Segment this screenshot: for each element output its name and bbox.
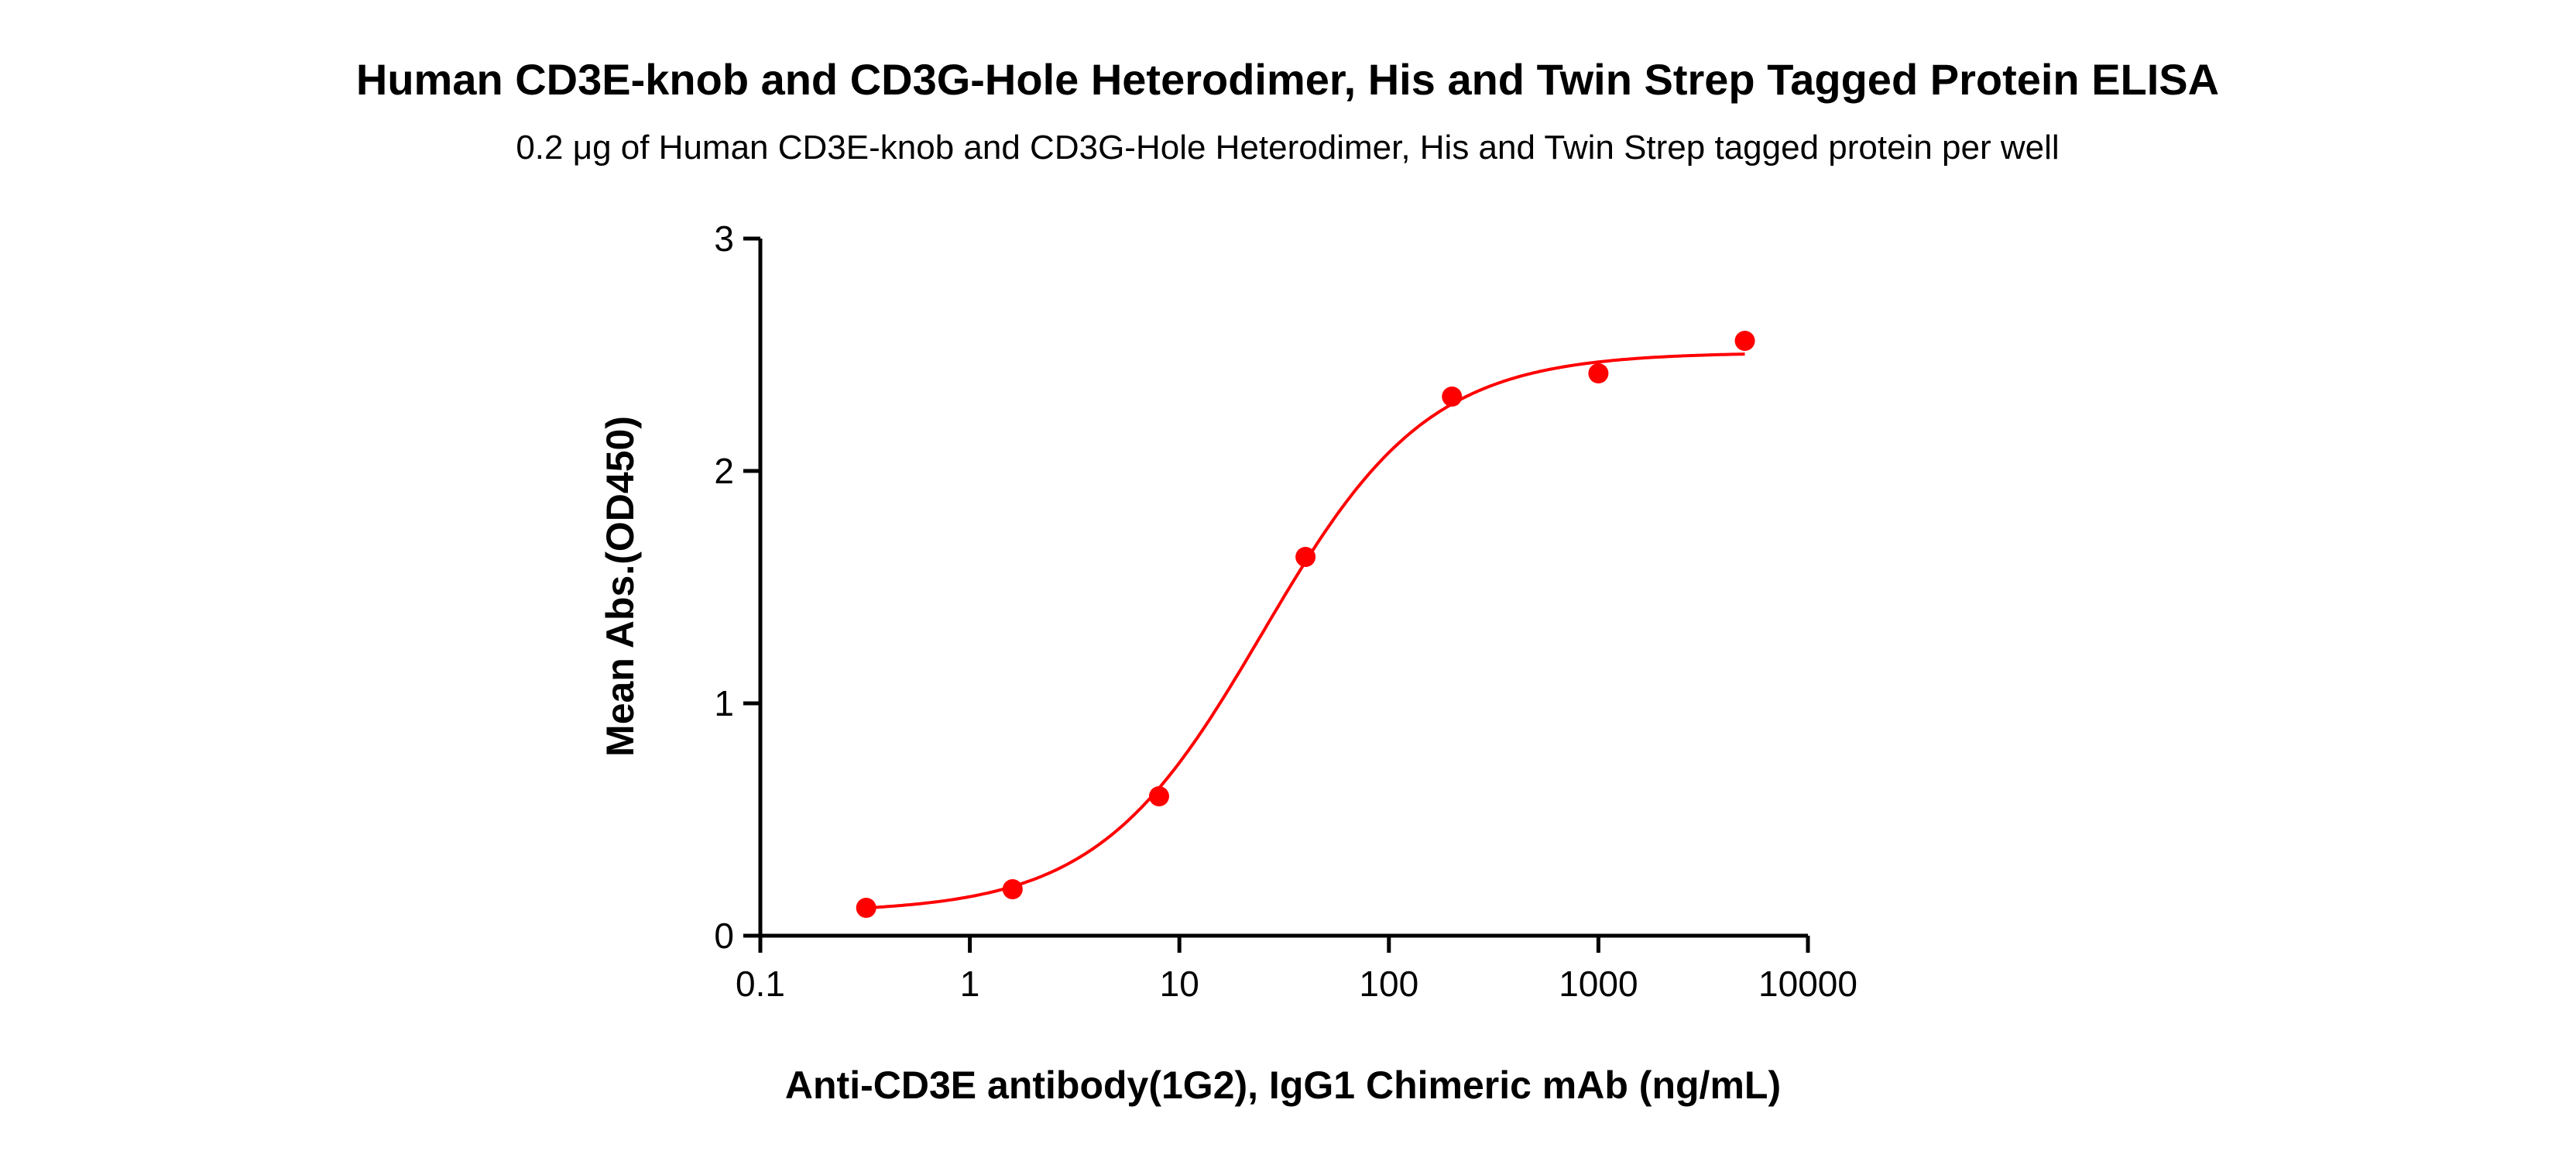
data-point: [1734, 331, 1755, 351]
data-point: [1148, 786, 1169, 806]
x-axis-label: Anti-CD3E antibody(1G2), IgG1 Chimeric m…: [785, 1064, 1781, 1107]
y-tick-label: 0: [714, 916, 734, 956]
data-point: [1002, 879, 1023, 899]
x-tick-label: 1000: [1559, 964, 1638, 1004]
data-point: [856, 898, 876, 918]
chart-subtitle: 0.2 μg of Human CD3E-knob and CD3G-Hole …: [516, 129, 2059, 167]
x-tick-label: 10: [1160, 964, 1199, 1004]
x-tick-label: 1: [960, 964, 980, 1004]
data-point: [1295, 547, 1316, 567]
x-tick-label: 10000: [1758, 964, 1857, 1004]
data-point: [1442, 387, 1463, 407]
y-tick-label: 2: [714, 451, 734, 491]
y-axis-label: Mean Abs.(OD450): [599, 416, 642, 757]
chart-title: Human CD3E-knob and CD3G-Hole Heterodime…: [356, 55, 2219, 104]
y-tick-label: 3: [714, 218, 734, 259]
x-tick-label: 100: [1359, 964, 1418, 1004]
fit-curve: [866, 352, 1745, 910]
x-tick-label: 0.1: [736, 964, 785, 1004]
data-point: [1588, 363, 1609, 383]
y-tick-label: 1: [714, 683, 734, 723]
